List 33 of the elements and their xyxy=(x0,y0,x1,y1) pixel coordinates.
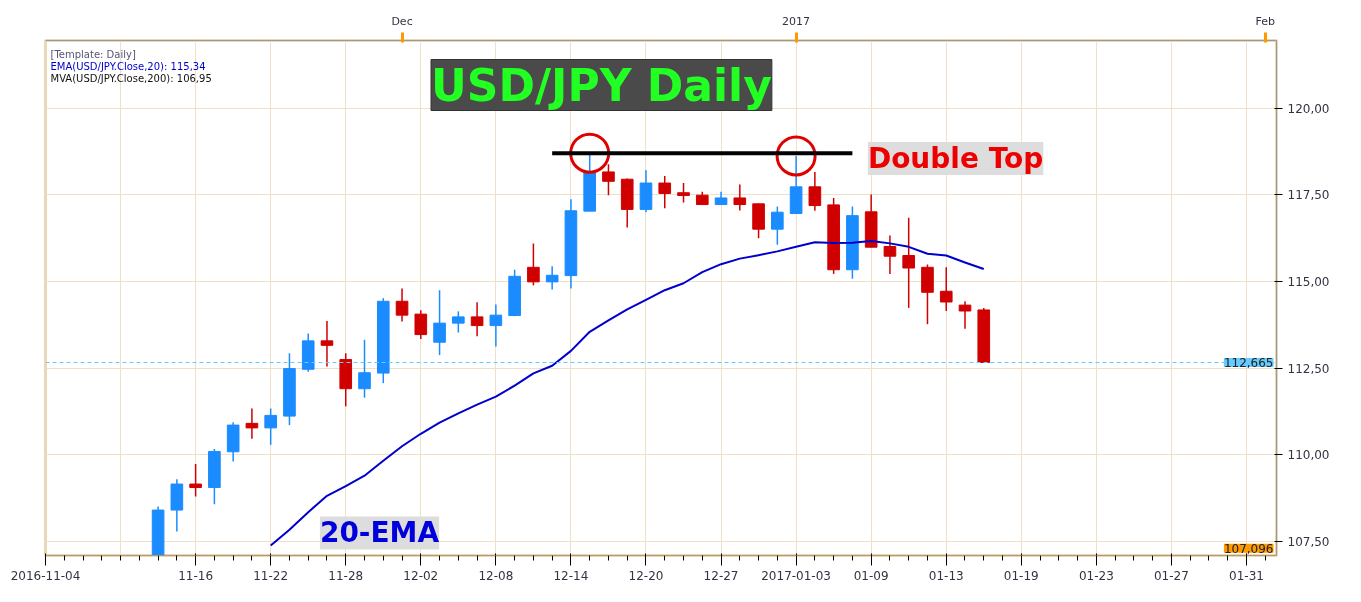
y-tick-label: 120,00 xyxy=(1287,101,1330,116)
x-tick-label: 12-08 xyxy=(478,568,514,583)
annotation: Double Top xyxy=(867,141,1044,175)
annotation: 20-EMA xyxy=(319,516,440,550)
text: Dec xyxy=(391,14,413,28)
annotation: MVA(USD/JPY.Close,200): 106,95 xyxy=(50,72,212,84)
x-tick-label: 01-19 xyxy=(1003,568,1039,583)
x-tick-label: 01-27 xyxy=(1153,568,1189,583)
y-tick-label: 107,50 xyxy=(1287,535,1330,550)
y-tick-label: 112,50 xyxy=(1287,361,1330,376)
ref-line-label: 112,665 xyxy=(1223,356,1274,371)
text: Feb xyxy=(1255,14,1275,28)
x-tick-label: 01-09 xyxy=(853,568,889,583)
y-tick-label: 117,50 xyxy=(1287,188,1330,203)
x-tick-label: 01-31 xyxy=(1229,568,1264,583)
x-tick-label: 01-13 xyxy=(928,568,964,583)
x-tick-label: 12-27 xyxy=(703,568,739,583)
y-tick-label: 110,00 xyxy=(1287,448,1330,463)
x-tick-label: 2016-11-04 xyxy=(10,568,81,583)
x-tick-label: 12-14 xyxy=(553,568,589,583)
x-tick-label: 2017-01-03 xyxy=(761,568,831,583)
x-tick-label: 11-16 xyxy=(178,568,214,583)
x-tick-label: 11-28 xyxy=(328,568,364,583)
annotation: [Template: Daily] xyxy=(50,48,136,60)
text: EMA(USD/JPY.Close,20): 115,34 xyxy=(50,60,206,72)
x-tick-label: 11-22 xyxy=(253,568,289,583)
y-tick-label: 115,00 xyxy=(1287,275,1330,290)
ref-line-label: 107,096 xyxy=(1223,541,1274,556)
x-tick-label: 12-02 xyxy=(403,568,439,583)
x-tick-label: 01-23 xyxy=(1078,568,1114,583)
text: USD/JPY Daily xyxy=(431,59,772,111)
x-tick-label: 12-20 xyxy=(628,568,664,583)
text: 2017 xyxy=(782,14,811,28)
